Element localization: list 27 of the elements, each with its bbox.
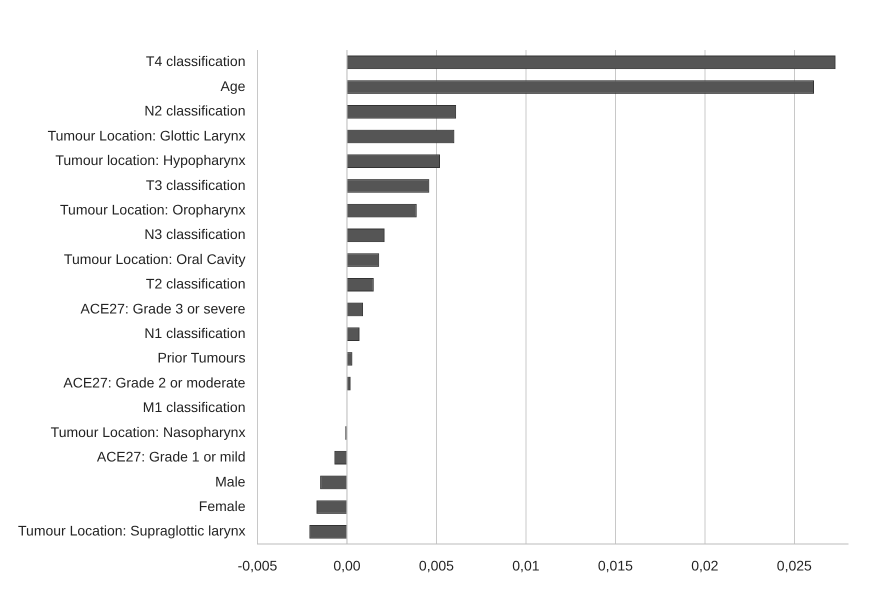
x-tick-label: -0,005 — [238, 557, 278, 574]
y-tick-label: T3 classification — [146, 176, 246, 193]
y-tick-label: N1 classification — [144, 325, 246, 342]
x-tick-label: 0,01 — [512, 557, 540, 574]
y-tick-label: Tumour Location: Nasopharynx — [50, 424, 246, 440]
y-tick-label: Tumour Location: Glottic Larynx — [48, 127, 246, 144]
x-tick-label: 0,015 — [598, 557, 634, 574]
x-tick-label: 0,02 — [691, 557, 719, 574]
y-tick-label: T2 classification — [146, 276, 246, 292]
y-tick-label: Female — [198, 498, 246, 514]
y-tick-label: M1 classification — [142, 399, 246, 416]
y-tick-label: Tumour Location: Oral Cavity — [64, 250, 246, 267]
x-tick-label: 0,00 — [333, 557, 361, 574]
x-tick-label: 0,005 — [418, 557, 454, 574]
y-tick-label: Tumour Location: Supraglottic larynx — [18, 522, 246, 539]
y-tick-label: N3 classification — [144, 226, 246, 242]
x-tick-label: 0,025 — [776, 557, 812, 574]
y-tick-label: ACE27: Grade 3 or severe — [80, 300, 246, 316]
y-tick-label: N2 classification — [144, 102, 246, 119]
y-tick-label: ACE27: Grade 1 or mild — [96, 448, 246, 465]
y-tick-label: Tumour Location: Oropharynx — [60, 201, 246, 218]
y-tick-label: Age — [220, 78, 246, 94]
y-tick-label: ACE27: Grade 2 or moderate — [63, 374, 246, 390]
y-tick-label: Male — [215, 473, 246, 490]
y-tick-label: Tumour location: Hypopharynx — [55, 152, 246, 168]
y-tick-label: Prior Tumours — [158, 350, 246, 366]
y-tick-label: T4 classification — [146, 53, 246, 70]
